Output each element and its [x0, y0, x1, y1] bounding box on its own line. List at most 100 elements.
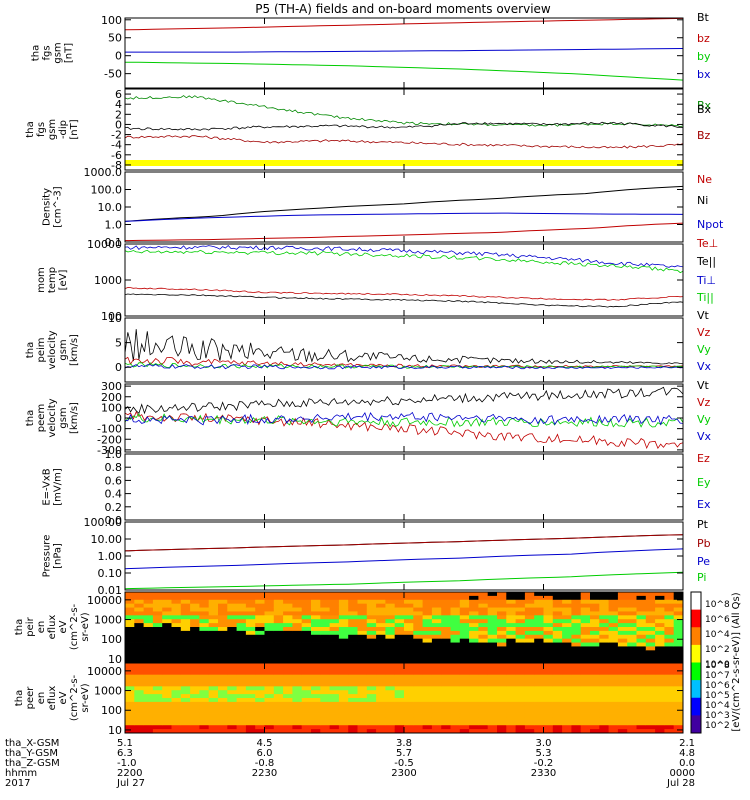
peir-heatmap-cell: [320, 642, 330, 647]
peir-heatmap-cell: [152, 611, 163, 616]
peir-heatmap-cell: [655, 630, 665, 636]
peer-heatmap-cell: [422, 670, 433, 676]
peir-heatmap-cell: [152, 646, 163, 651]
peer-heatmap-cell: [571, 701, 582, 707]
peir-heatmap-cell: [655, 607, 665, 612]
peir-heatmap-cell: [292, 646, 303, 651]
peir-heatmap-cell: [301, 638, 312, 643]
peer-heatmap-cell: [617, 729, 628, 734]
peir-heatmap-cell: [562, 638, 572, 643]
peir-heatmap-cell: [385, 638, 396, 643]
peir-heatmap-cell: [645, 650, 656, 655]
peer-heatmap-cell: [171, 717, 182, 722]
y-axis-label: E=-VxB[mV/m]: [42, 468, 64, 506]
peir-heatmap-cell: [171, 642, 182, 647]
peer-heatmap-cell: [441, 709, 451, 714]
peer-heatmap-cell: [627, 694, 637, 699]
peer-heatmap-cell: [413, 725, 423, 730]
peir-heatmap-cell: [180, 634, 191, 640]
peir-heatmap-cell: [125, 638, 135, 643]
peer-heatmap-cell: [524, 701, 535, 707]
time-axis-value: 3.8: [396, 738, 412, 749]
peir-heatmap-cell: [599, 646, 609, 651]
peer-heatmap-cell: [180, 674, 191, 679]
peer-heatmap-cell: [636, 666, 647, 672]
peer-heatmap-cell: [338, 713, 349, 718]
peer-heatmap-cell: [413, 701, 423, 707]
peer-heatmap-cell: [180, 698, 191, 703]
legend-peem-1: Vz: [697, 396, 711, 409]
peir-heatmap-cell: [311, 595, 321, 601]
peir-heatmap-cell: [599, 623, 609, 628]
peer-heatmap-cell: [599, 705, 609, 711]
time-axis: tha_X-GSMtha_Y-GSMtha_Z-GSMhhmm20175.16.…: [5, 738, 695, 789]
peir-heatmap-cell: [636, 658, 647, 663]
peer-heatmap-cell: [199, 682, 210, 687]
peir-heatmap-cell: [394, 607, 405, 612]
peer-heatmap-cell: [348, 729, 358, 734]
peer-heatmap-cell: [357, 678, 368, 683]
legend-temp-1: Te||: [696, 255, 716, 268]
peir-heatmap-cell: [506, 619, 516, 624]
peer-heatmap-cell: [162, 713, 172, 718]
peer-heatmap-cell: [180, 701, 191, 707]
y-axis-label-line: peem: [36, 404, 47, 432]
peer-heatmap-cell: [515, 709, 526, 714]
peir-heatmap-cell: [645, 592, 656, 597]
peer-heatmap-cell: [385, 713, 396, 718]
peir-heatmap-cell: [636, 630, 647, 636]
peer-heatmap-cell: [673, 713, 684, 718]
peer-heatmap-cell: [134, 705, 144, 711]
peir-heatmap-cell: [283, 599, 293, 605]
peir-heatmap-cell: [143, 654, 154, 659]
peer-heatmap-cell: [329, 666, 340, 672]
peer-heatmap-cell: [673, 674, 684, 679]
peer-heatmap-cell: [515, 674, 526, 679]
peer-heatmap-cell: [162, 698, 172, 703]
peer-heatmap-cell: [264, 725, 275, 730]
peer-heatmap-cell: [301, 682, 312, 687]
peir-heatmap-cell: [441, 595, 451, 601]
peer-heatmap-cell: [180, 721, 191, 726]
peer-heatmap-cell: [413, 713, 423, 718]
peir-heatmap-cell: [236, 658, 247, 663]
peer-heatmap-cell: [673, 721, 684, 726]
peer-heatmap-cell: [199, 678, 210, 683]
time-axis-row-label: tha_Y-GSM: [5, 748, 58, 759]
peir-heatmap-cell: [338, 607, 349, 612]
peir-heatmap-cell: [487, 638, 498, 643]
peer-heatmap-cell: [227, 690, 237, 695]
peer-heatmap-cell: [459, 698, 470, 703]
peir-heatmap-cell: [190, 595, 200, 601]
peir-heatmap-cell: [329, 615, 340, 620]
peer-heatmap-cell: [264, 666, 275, 672]
peir-heatmap-cell: [357, 630, 368, 636]
peir-heatmap-cell: [227, 615, 237, 620]
peir-heatmap-cell: [655, 627, 665, 632]
peer-heatmap-cell: [478, 717, 489, 722]
peer-heatmap-cell: [506, 686, 516, 691]
peir-heatmap-cell: [590, 650, 600, 655]
peir-heatmap-cell: [441, 592, 451, 597]
peer-heatmap-cell: [404, 694, 414, 699]
peer-heatmap-cell: [627, 678, 637, 683]
peer-heatmap-cell: [441, 705, 451, 711]
peir-heatmap-cell: [431, 615, 442, 620]
peer-heatmap-cell: [645, 678, 656, 683]
peir-heatmap-cell: [422, 638, 433, 643]
peer-heatmap-cell: [357, 682, 368, 687]
peir-heatmap-cell: [404, 658, 414, 663]
peer-heatmap-cell: [580, 666, 591, 672]
peir-heatmap-cell: [208, 646, 219, 651]
peir-heatmap-cell: [478, 603, 489, 608]
y-axis-label: Density[cm^-3]: [42, 186, 64, 227]
peir-heatmap-cell: [218, 607, 228, 612]
peer-heatmap-cell: [571, 713, 582, 718]
peer-heatmap-cell: [478, 705, 489, 711]
time-axis-value: 5.7: [396, 748, 412, 759]
peir-heatmap-cell: [236, 595, 247, 601]
peir-heatmap-cell: [180, 654, 191, 659]
peir-heatmap-cell: [562, 615, 572, 620]
peer-heatmap-cell: [283, 682, 293, 687]
